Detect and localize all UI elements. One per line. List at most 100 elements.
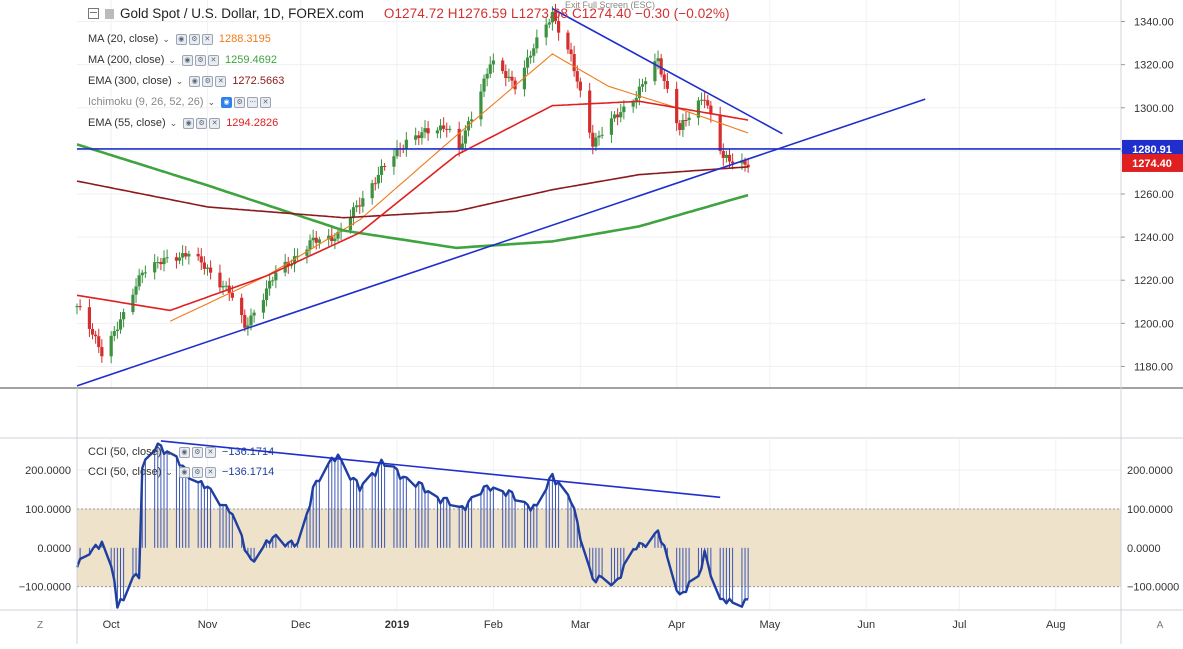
legend-indicator-name: EMA (300, close) — [88, 75, 172, 87]
candle-body — [575, 71, 579, 82]
candle-body — [438, 125, 443, 131]
candle-body — [609, 118, 614, 135]
chevron-down-icon[interactable]: ⌄ — [207, 97, 216, 107]
candle — [317, 236, 321, 249]
legend-indicator-value: 1288.3195 — [218, 33, 271, 45]
candle — [504, 64, 508, 87]
chevron-down-icon[interactable]: ⌄ — [165, 447, 173, 457]
collapse-icon[interactable] — [88, 8, 99, 19]
candle — [731, 153, 735, 170]
chevron-down-icon[interactable]: ⌄ — [168, 55, 176, 65]
visibility-icon[interactable]: ◉ — [178, 446, 190, 458]
legend-row[interactable]: Ichimoku (9, 26, 52, 26) ⌄ ◉ ⚙ ⋯ ✕ — [88, 94, 277, 110]
visibility-icon[interactable]: ◉ — [181, 54, 193, 66]
candle — [209, 260, 213, 280]
chevron-down-icon[interactable]: ⌄ — [165, 467, 173, 477]
candle — [75, 303, 79, 315]
candle-body — [196, 253, 200, 257]
candle-body — [619, 112, 623, 118]
exit-fullscreen-hint[interactable]: Exit Full Screen (ESC) — [565, 0, 656, 10]
close-icon[interactable]: ✕ — [260, 96, 272, 108]
settings-icon[interactable]: ⚙ — [194, 54, 206, 66]
candle-body — [230, 292, 234, 298]
visibility-icon[interactable]: ◉ — [183, 117, 195, 129]
close-icon[interactable]: ✕ — [204, 446, 216, 458]
close-icon[interactable]: ✕ — [209, 117, 221, 129]
candle-body — [504, 71, 508, 79]
candle — [156, 256, 160, 269]
close-icon[interactable]: ✕ — [215, 75, 227, 87]
settings-icon[interactable]: ⚙ — [234, 96, 246, 108]
candle-body — [435, 130, 440, 134]
candle-body — [78, 306, 82, 308]
ohlc-readout: O1274.72 H1276.59 L1273.68 C1274.40 −0.3… — [383, 6, 730, 21]
candle-body — [482, 78, 486, 92]
legend-row[interactable]: EMA (55, close) ⌄ ◉ ⚙ ✕ 1294.2826 — [88, 115, 278, 131]
candle-body — [100, 347, 104, 357]
candle-body — [305, 249, 309, 256]
candle — [445, 122, 449, 138]
chevron-down-icon[interactable]: ⌄ — [162, 34, 170, 44]
candle-body — [115, 329, 119, 332]
legend-row[interactable]: EMA (300, close) ⌄ ◉ ⚙ ✕ 1272.5663 — [88, 73, 284, 89]
candle — [482, 74, 486, 98]
candle — [491, 53, 495, 73]
candle-body — [420, 132, 424, 139]
chevron-down-icon[interactable]: ⌄ — [175, 76, 184, 86]
legend-row[interactable]: MA (20, close) ⌄ ◉ ⚙ ✕ 1288.3195 — [88, 31, 271, 47]
candle — [529, 50, 533, 64]
time-tick-label: 2019 — [385, 619, 409, 631]
candle-body — [656, 58, 660, 62]
candle — [118, 311, 123, 334]
candle — [177, 252, 182, 265]
candle-body — [659, 58, 663, 75]
close-icon[interactable]: ✕ — [204, 466, 216, 478]
candle — [370, 179, 374, 205]
candle — [252, 309, 256, 323]
candle — [550, 6, 554, 31]
candle — [479, 83, 483, 127]
legend-row[interactable]: CCI (50, close) ⌄ ◉ ⚙ ✕ −136.1714 — [88, 444, 274, 460]
candle-body — [510, 76, 514, 81]
symbol-title[interactable]: Gold Spot / U.S. Dollar, 1D, FOREX.com — [120, 6, 364, 21]
price-tick-label: 1260.00 — [1134, 189, 1174, 201]
candle — [333, 232, 337, 250]
close-icon[interactable]: ✕ — [201, 33, 213, 45]
candle-body — [308, 240, 312, 250]
visibility-icon[interactable]: ◉ — [175, 33, 187, 45]
candle-body — [286, 261, 290, 266]
visibility-icon[interactable]: ◉ — [221, 96, 233, 108]
candle-body — [355, 205, 359, 208]
settings-icon[interactable]: ⚙ — [191, 466, 203, 478]
legend-row[interactable]: MA (200, close) ⌄ ◉ ⚙ ✕ 1259.4692 — [88, 52, 277, 68]
candle-body — [653, 61, 657, 82]
candle — [572, 45, 576, 77]
candle — [665, 72, 669, 94]
visibility-icon[interactable]: ◉ — [189, 75, 201, 87]
candle-body — [553, 12, 558, 22]
candle-body — [423, 128, 427, 133]
candle-body — [665, 81, 669, 89]
candle-body — [479, 91, 483, 120]
cci-tick-label-right: 200.0000 — [1127, 465, 1173, 477]
close-icon[interactable]: ✕ — [207, 54, 219, 66]
settings-icon[interactable]: ⚙ — [202, 75, 214, 87]
candle-body — [209, 267, 213, 273]
settings-icon[interactable]: ⚙ — [196, 117, 208, 129]
visibility-icon[interactable]: ◉ — [178, 466, 190, 478]
candle — [351, 202, 356, 226]
candle-body — [417, 135, 421, 139]
chevron-down-icon[interactable]: ⌄ — [169, 118, 178, 128]
candle-body — [634, 98, 638, 103]
settings-icon[interactable]: ⚙ — [188, 33, 200, 45]
candle — [243, 309, 247, 332]
candle-body — [448, 128, 452, 130]
settings-icon[interactable]: ⚙ — [191, 446, 203, 458]
legend-row[interactable]: CCI (50, close) ⌄ ◉ ⚙ ✕ −136.1714 — [88, 464, 274, 480]
candle — [622, 100, 626, 120]
candle — [336, 228, 340, 242]
more-icon[interactable]: ⋯ — [247, 96, 259, 108]
candle — [594, 132, 598, 152]
